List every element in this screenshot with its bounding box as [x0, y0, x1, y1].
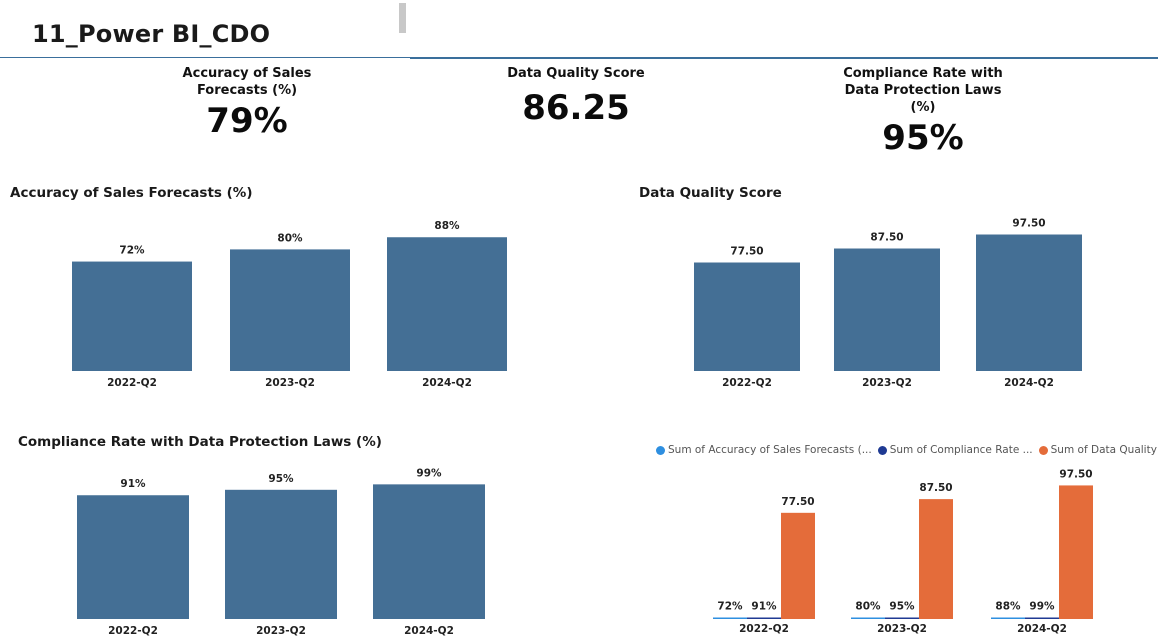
accuracy-bar-chart[interactable]: 72% 2022-Q2 80% 2023-Q2 88% 2024-Q2 — [0, 205, 560, 395]
bar-2022-Q2[interactable] — [694, 262, 800, 372]
data-label: 72% — [717, 601, 743, 613]
data-label: 77.50 — [781, 496, 814, 508]
bar-2023-Q2-series-0[interactable] — [851, 617, 885, 620]
legend-label: Sum of Accuracy of Sales Forecasts (... — [668, 444, 872, 456]
x-tick-label: 2024-Q2 — [404, 625, 454, 637]
legend-item-accuracy[interactable]: Sum of Accuracy of Sales Forecasts (... — [656, 444, 872, 456]
data-label: 72% — [119, 245, 145, 257]
x-tick-label: 2023-Q2 — [265, 377, 315, 389]
data-quality-bar-chart[interactable]: 77.50 2022-Q2 87.50 2023-Q2 97.50 2024-Q2 — [640, 205, 1158, 395]
legend-dot-icon — [877, 445, 887, 455]
kpi-value: 86.25 — [522, 88, 630, 128]
bar-2022-Q2-series-2[interactable] — [781, 512, 815, 619]
data-label: 95% — [889, 601, 915, 613]
bar-2022-Q2-series-1[interactable] — [747, 617, 781, 620]
data-label: 87.50 — [870, 232, 903, 244]
page-title: 11_Power BI_CDO — [32, 20, 271, 48]
kpi-value: 95% — [882, 118, 964, 158]
data-label: 77.50 — [730, 246, 763, 258]
legend-label: Sum of Data Quality S... — [1050, 444, 1158, 456]
data-label: 88% — [995, 601, 1021, 613]
data-label: 80% — [277, 232, 303, 244]
data-label: 99% — [416, 467, 442, 479]
legend-item-data-quality[interactable]: Sum of Data Quality S... — [1038, 444, 1158, 456]
bar-2022-Q2[interactable] — [77, 495, 189, 619]
kpi-card-compliance[interactable]: Compliance Rate with Data Protection Law… — [813, 65, 1033, 158]
x-tick-label: 2022-Q2 — [739, 623, 789, 635]
legend-dot-icon — [1038, 445, 1048, 455]
bar-2023-Q2[interactable] — [834, 248, 940, 372]
combined-clustered-bar-chart[interactable]: 72% 91% 77.50 2022-Q2 80% 95% 87.50 2023-Q2 88% 9… — [640, 462, 1158, 641]
data-label: 95% — [268, 473, 294, 485]
data-label: 91% — [751, 601, 777, 613]
bar-2024-Q2-series-0[interactable] — [991, 617, 1025, 620]
data-label: 87.50 — [919, 482, 952, 494]
data-label: 88% — [434, 220, 460, 232]
x-tick-label: 2024-Q2 — [1017, 623, 1067, 635]
data-label: 97.50 — [1012, 218, 1045, 230]
scroll-handle[interactable] — [399, 3, 406, 33]
x-tick-label: 2024-Q2 — [1004, 377, 1054, 389]
x-tick-label: 2022-Q2 — [107, 377, 157, 389]
kpi-value: 79% — [206, 101, 288, 141]
data-label: 99% — [1029, 601, 1055, 613]
bar-2023-Q2-series-1[interactable] — [885, 617, 919, 620]
bar-2024-Q2-series-1[interactable] — [1025, 617, 1059, 620]
kpi-label: Accuracy of Sales Forecasts (%) — [182, 66, 312, 98]
legend-label: Sum of Compliance Rate ... — [889, 444, 1033, 456]
x-tick-label: 2022-Q2 — [722, 377, 772, 389]
bar-2022-Q2-series-0[interactable] — [713, 617, 747, 620]
bar-2024-Q2[interactable] — [373, 484, 485, 619]
x-tick-label: 2023-Q2 — [877, 623, 927, 635]
x-tick-label: 2023-Q2 — [862, 377, 912, 389]
x-tick-label: 2022-Q2 — [108, 625, 158, 637]
bar-2023-Q2-series-2[interactable] — [919, 499, 953, 619]
x-tick-label: 2024-Q2 — [422, 377, 472, 389]
legend-dot-icon — [656, 445, 665, 455]
chart-title-compliance: Compliance Rate with Data Protection Law… — [18, 434, 382, 450]
data-label: 91% — [120, 478, 146, 490]
kpi-label: Compliance Rate with Data Protection Law… — [843, 66, 1003, 115]
chart-title-accuracy: Accuracy of Sales Forecasts (%) — [10, 185, 253, 201]
kpi-card-data-quality[interactable]: Data Quality Score 86.25 — [476, 65, 676, 128]
data-label: 80% — [855, 601, 881, 613]
bar-2024-Q2-series-2[interactable] — [1059, 485, 1093, 619]
combined-chart-legend: Sum of Accuracy of Sales Forecasts (... … — [656, 444, 1158, 456]
header-divider — [410, 57, 1158, 59]
bar-2023-Q2[interactable] — [225, 489, 337, 619]
bar-2024-Q2[interactable] — [976, 234, 1082, 372]
chart-title-data-quality: Data Quality Score — [639, 185, 782, 201]
bar-2024-Q2[interactable] — [387, 237, 507, 371]
data-label: 97.50 — [1059, 468, 1092, 480]
bar-2022-Q2[interactable] — [72, 261, 192, 371]
kpi-card-accuracy[interactable]: Accuracy of Sales Forecasts (%) 79% — [147, 65, 347, 141]
title-underline — [0, 57, 410, 58]
legend-item-compliance[interactable]: Sum of Compliance Rate ... — [877, 444, 1033, 456]
bar-2023-Q2[interactable] — [230, 249, 350, 371]
kpi-label: Data Quality Score — [507, 66, 645, 81]
x-tick-label: 2023-Q2 — [256, 625, 306, 637]
compliance-bar-chart[interactable]: 91% 2022-Q2 95% 2023-Q2 99% 2024-Q2 — [0, 455, 560, 641]
